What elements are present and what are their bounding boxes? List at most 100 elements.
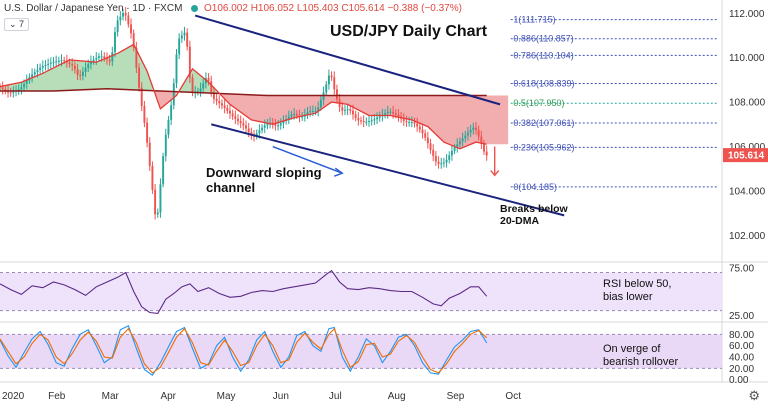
candle-body [199,88,202,92]
rsi-axis-tick-label: 75.00 [729,263,754,274]
candle-body [73,65,76,70]
candle-body [418,126,421,130]
candle-body [164,134,167,157]
candle-body [9,92,12,94]
candle-body [437,161,440,164]
candle-body [426,137,429,144]
indicators-toggle-button[interactable]: ⌄ 7 [4,18,30,31]
channel-annotation: Downward sloping channel [206,165,322,195]
candle-body [448,155,451,160]
candle-body [68,62,71,65]
rsi-annotation-line-2: bias lower [603,291,653,303]
time-axis-tick-label: Sep [447,391,465,402]
candle-body [116,20,119,33]
candle-body [215,98,218,102]
bearish-arrow-head [490,169,500,177]
ma-200-line [0,88,487,97]
candle-body [122,12,124,17]
candle-body [167,119,170,135]
fib-level-label: 0(104.185) [513,182,557,192]
stoch-annotation-line-1: On verge of [603,343,661,355]
price-axis-tick-label: 108.000 [729,98,766,109]
stoch-axis-tick-label: 40.00 [729,353,754,364]
candle-body [12,91,15,93]
candle-body [108,59,111,62]
candle-body [258,130,261,134]
candle-body [311,111,314,113]
candle-body [317,107,320,112]
status-dot-icon [191,4,199,12]
candle-body [25,80,28,84]
fib-level-label: 1(111.715) [513,15,555,25]
candle-body [226,107,229,111]
candle-body [242,123,245,126]
candle-body [445,159,448,163]
candle-body [274,124,277,126]
time-axis-tick-label: Jun [273,391,289,402]
candle-body [151,165,154,190]
candle-body [319,99,322,108]
candle-body [57,60,60,62]
candle-body [266,123,269,126]
symbol-header: U.S. Dollar / Japanese Yen · 1D · FXCM O… [4,3,462,14]
candle-body [354,114,357,119]
candle-body [325,84,328,93]
candle-body [416,123,419,127]
candle-body [402,118,405,122]
candle-body [159,184,162,213]
candle-body [394,113,397,115]
rsi-line [0,269,488,314]
candle-body [464,135,467,139]
symbol-name[interactable]: U.S. Dollar / Japanese Yen · 1D · FXCM [4,3,183,14]
candle-body [103,56,106,59]
candle-body [346,109,349,111]
candle-body [191,77,194,93]
channel-annotation-line-2: channel [206,180,256,195]
fib-level-label: 0.886(110.857) [513,34,573,44]
gear-icon[interactable]: ⚙ [748,388,760,403]
candle-body [485,151,488,156]
candle-body [220,103,223,106]
candle-body [87,64,90,68]
candle-body [17,89,20,91]
candle-body [52,61,55,63]
candle-body [60,60,63,62]
candle-body [349,109,352,111]
candle-body [475,127,477,130]
candle-body [231,113,234,117]
candle-body [461,138,464,142]
time-axis-tick-label: 2020 [2,391,25,402]
candle-body [41,66,44,68]
candle-body [456,144,459,148]
ma-20-line [0,43,487,150]
fib-level-label: 0.618(108.839) [513,79,574,89]
stoch-axis-tick-label: 0.00 [729,375,749,386]
candle-body [483,143,485,152]
dma-annotation-line-2: 20-DMA [500,215,540,227]
time-axis-tick-label: Mar [102,391,120,402]
candle-body [186,32,189,47]
candle-body [89,61,92,65]
candle-body [373,119,376,121]
candle-body [392,111,395,114]
dma-annotation-line-1: Breaks below [500,203,568,215]
stoch-axis-tick-label: 20.00 [729,364,754,375]
time-axis-tick-label: Feb [48,391,66,402]
candle-body [295,113,298,116]
candle-body [135,47,138,68]
candle-body [143,106,146,123]
candle-body [453,147,456,151]
price-axis-tick-label: 112.000 [729,9,765,20]
stoch-annotation: On verge of bearish rollover [603,343,678,369]
price-axis-tick-label: 102.000 [729,231,766,242]
candle-body [440,163,443,165]
rsi-annotation-line-1: RSI below 50, [603,278,672,290]
candle-body [239,121,242,124]
candle-body [156,212,159,215]
candle-body [330,75,333,78]
candle-body [114,32,116,53]
candle-body [188,46,191,78]
candle-body [81,71,84,76]
